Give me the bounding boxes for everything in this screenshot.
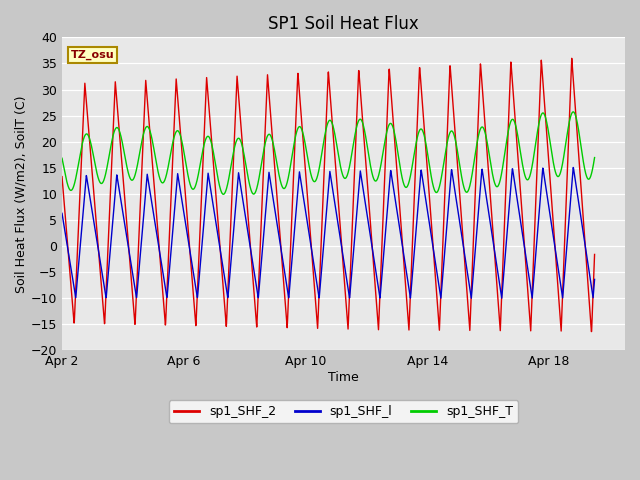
sp1_SHF_l [58,210,66,216]
sp1_SHF_T [58,156,66,161]
sp1_SHF_2 [434,308,442,314]
Text: TZ_osu: TZ_osu [70,50,114,60]
sp1_SHF_l [591,276,598,282]
Y-axis label: Soil Heat Flux (W/m2), SoilT (C): Soil Heat Flux (W/m2), SoilT (C) [15,95,28,293]
sp1_SHF_2 [568,55,575,61]
sp1_SHF_T [220,192,227,197]
sp1_SHF_l [467,295,475,301]
sp1_SHF_l [434,276,442,282]
sp1_SHF_2 [253,306,261,312]
sp1_SHF_T [435,188,442,193]
sp1_SHF_l [528,291,536,297]
sp1_SHF_2 [588,329,595,335]
Line: sp1_SHF_2: sp1_SHF_2 [62,58,595,332]
Line: sp1_SHF_l: sp1_SHF_l [62,168,595,298]
sp1_SHF_l [570,165,577,170]
sp1_SHF_2 [341,288,349,293]
Legend: sp1_SHF_2, sp1_SHF_l, sp1_SHF_T: sp1_SHF_2, sp1_SHF_l, sp1_SHF_T [169,400,518,423]
sp1_SHF_2 [527,312,535,318]
sp1_SHF_2 [134,247,142,253]
sp1_SHF_T [531,147,539,153]
sp1_SHF_l [531,264,539,270]
sp1_SHF_T [570,109,577,115]
sp1_SHF_T [591,155,598,160]
sp1_SHF_T [134,157,142,163]
sp1_SHF_l [134,275,142,281]
sp1_SHF_l [341,266,349,272]
Title: SP1 Soil Heat Flux: SP1 Soil Heat Flux [268,15,419,33]
sp1_SHF_2 [591,252,598,257]
sp1_SHF_2 [531,231,538,237]
Line: sp1_SHF_T: sp1_SHF_T [62,112,595,194]
sp1_SHF_T [528,166,536,172]
sp1_SHF_T [342,176,349,181]
X-axis label: Time: Time [328,371,359,384]
sp1_SHF_T [254,181,262,187]
sp1_SHF_l [253,291,261,297]
sp1_SHF_2 [58,174,66,180]
